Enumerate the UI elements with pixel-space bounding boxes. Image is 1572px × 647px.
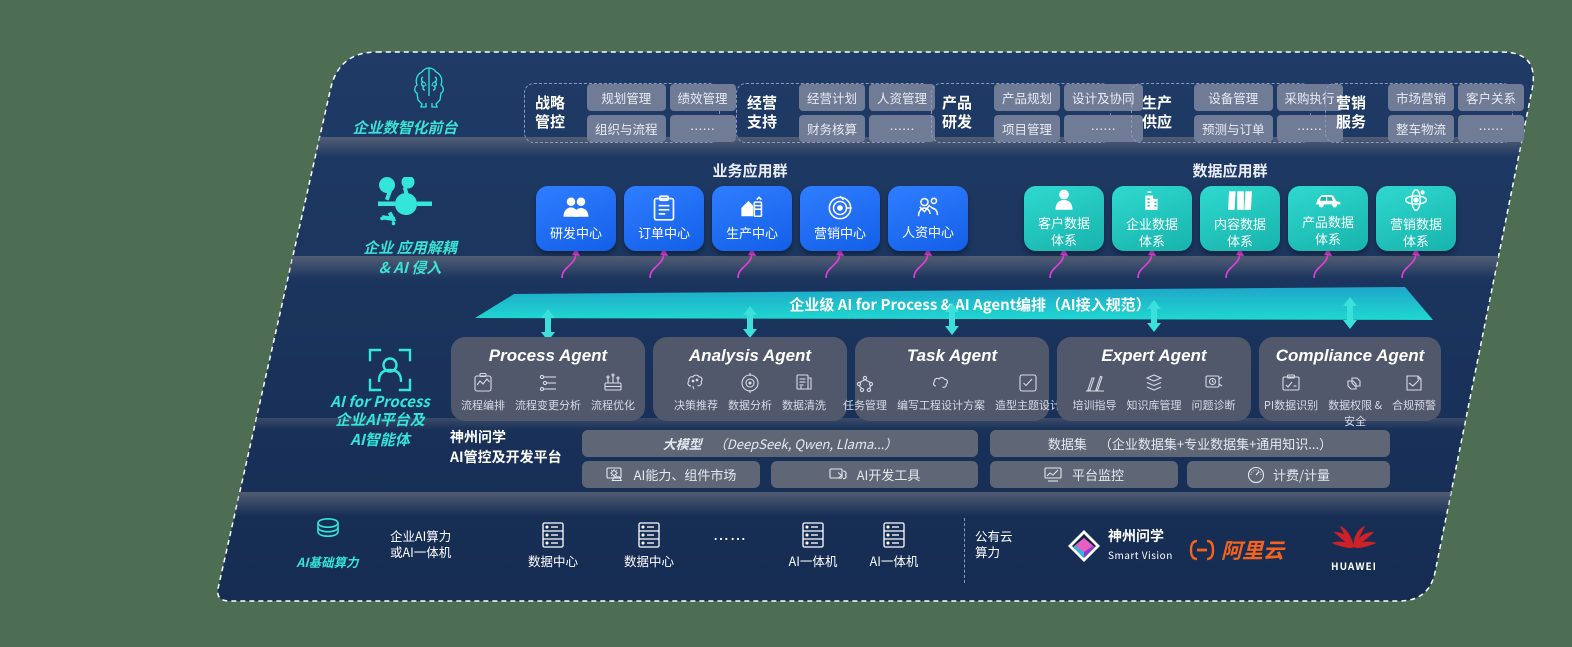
svg-text:企业级 AI for Process & AI Agent编: 企业级 AI for Process & AI Agent编排（AI接入规范） — [789, 294, 1150, 315]
